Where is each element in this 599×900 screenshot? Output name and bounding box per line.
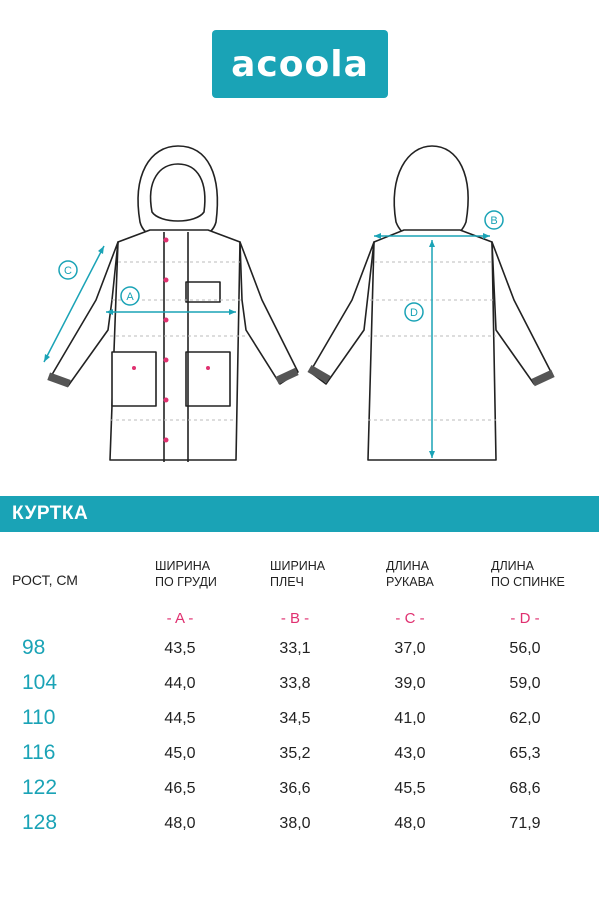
- marker-c-label: C: [64, 265, 72, 277]
- front-body: [109, 229, 241, 461]
- marker-a-label: A: [126, 291, 134, 303]
- front-left-sleeve: [49, 241, 119, 387]
- cell-d: 71,9: [509, 815, 541, 832]
- col-header-sleeve: ДЛИНА РУКАВА: [386, 559, 434, 589]
- cell-a: 43,5: [164, 640, 196, 657]
- cell-b: 38,0: [279, 815, 311, 832]
- col-code-b: - B -: [280, 610, 310, 627]
- cell-c: 37,0: [394, 640, 426, 657]
- cell-d: 68,6: [509, 780, 541, 797]
- row-header: РОСТ, СМ: [12, 572, 78, 588]
- front-left-cuff: [47, 372, 71, 388]
- back-left-cuff: [307, 365, 331, 383]
- row-size: 122: [22, 776, 58, 799]
- cell-c: 45,5: [394, 780, 426, 797]
- cell-d: 65,3: [509, 745, 541, 762]
- measure-c-line: [43, 245, 105, 363]
- cell-a: 46,5: [164, 780, 196, 797]
- cell-c: 48,0: [394, 815, 426, 832]
- front-right-pocket: [185, 351, 231, 407]
- col-code-c: - C -: [395, 610, 425, 627]
- row-size: 98: [22, 636, 46, 659]
- front-right-cuff: [275, 367, 299, 385]
- front-placket: [163, 232, 189, 462]
- jacket-diagram: A B C D: [43, 145, 555, 462]
- cell-a: 48,0: [164, 815, 196, 832]
- back-right-sleeve: [491, 241, 553, 385]
- cell-d: 62,0: [509, 710, 541, 727]
- product-title: КУРТКА: [12, 503, 89, 524]
- col-code-d: - D -: [510, 610, 540, 627]
- marker-b: [484, 210, 504, 230]
- row-size: 110: [22, 706, 56, 729]
- back-hood: [393, 145, 469, 243]
- marker-b-label: B: [490, 215, 497, 227]
- back-left-sleeve: [309, 241, 375, 385]
- cell-a: 44,0: [164, 675, 196, 692]
- cell-c: 39,0: [394, 675, 426, 692]
- cell-d: 59,0: [509, 675, 541, 692]
- cell-b: 35,2: [279, 745, 311, 762]
- front-chest-pocket: [185, 281, 221, 303]
- cell-a: 45,0: [164, 745, 196, 762]
- cell-b: 33,1: [279, 640, 311, 657]
- row-size: 128: [22, 811, 58, 834]
- row-size: 116: [22, 741, 56, 764]
- brand-name: acoola: [231, 43, 369, 85]
- marker-d-label: D: [410, 307, 418, 319]
- col-header-chest: ШИРИНА ПО ГРУДИ: [155, 559, 217, 589]
- front-hood-opening: [149, 163, 206, 222]
- marker-d: [404, 302, 424, 322]
- col-header-shoulder: ШИРИНА ПЛЕЧ: [270, 559, 326, 589]
- cell-c: 41,0: [394, 710, 426, 727]
- back-right-cuff: [531, 369, 555, 387]
- col-header-back-length: ДЛИНА ПО СПИНКЕ: [491, 559, 565, 589]
- cell-a: 44,5: [164, 710, 196, 727]
- marker-a: [120, 286, 140, 306]
- cell-b: 33,8: [279, 675, 311, 692]
- marker-c: [58, 260, 78, 280]
- row-size: 104: [22, 671, 58, 694]
- brand-logo: acoola: [212, 30, 388, 98]
- front-right-sleeve: [239, 241, 299, 385]
- cell-c: 43,0: [394, 745, 426, 762]
- cell-b: 34,5: [279, 710, 311, 727]
- product-banner: КУРТКА: [0, 496, 599, 532]
- front-left-pocket: [111, 351, 157, 407]
- cell-b: 36,6: [279, 780, 311, 797]
- col-code-a: - A -: [166, 610, 194, 627]
- cell-d: 56,0: [509, 640, 541, 657]
